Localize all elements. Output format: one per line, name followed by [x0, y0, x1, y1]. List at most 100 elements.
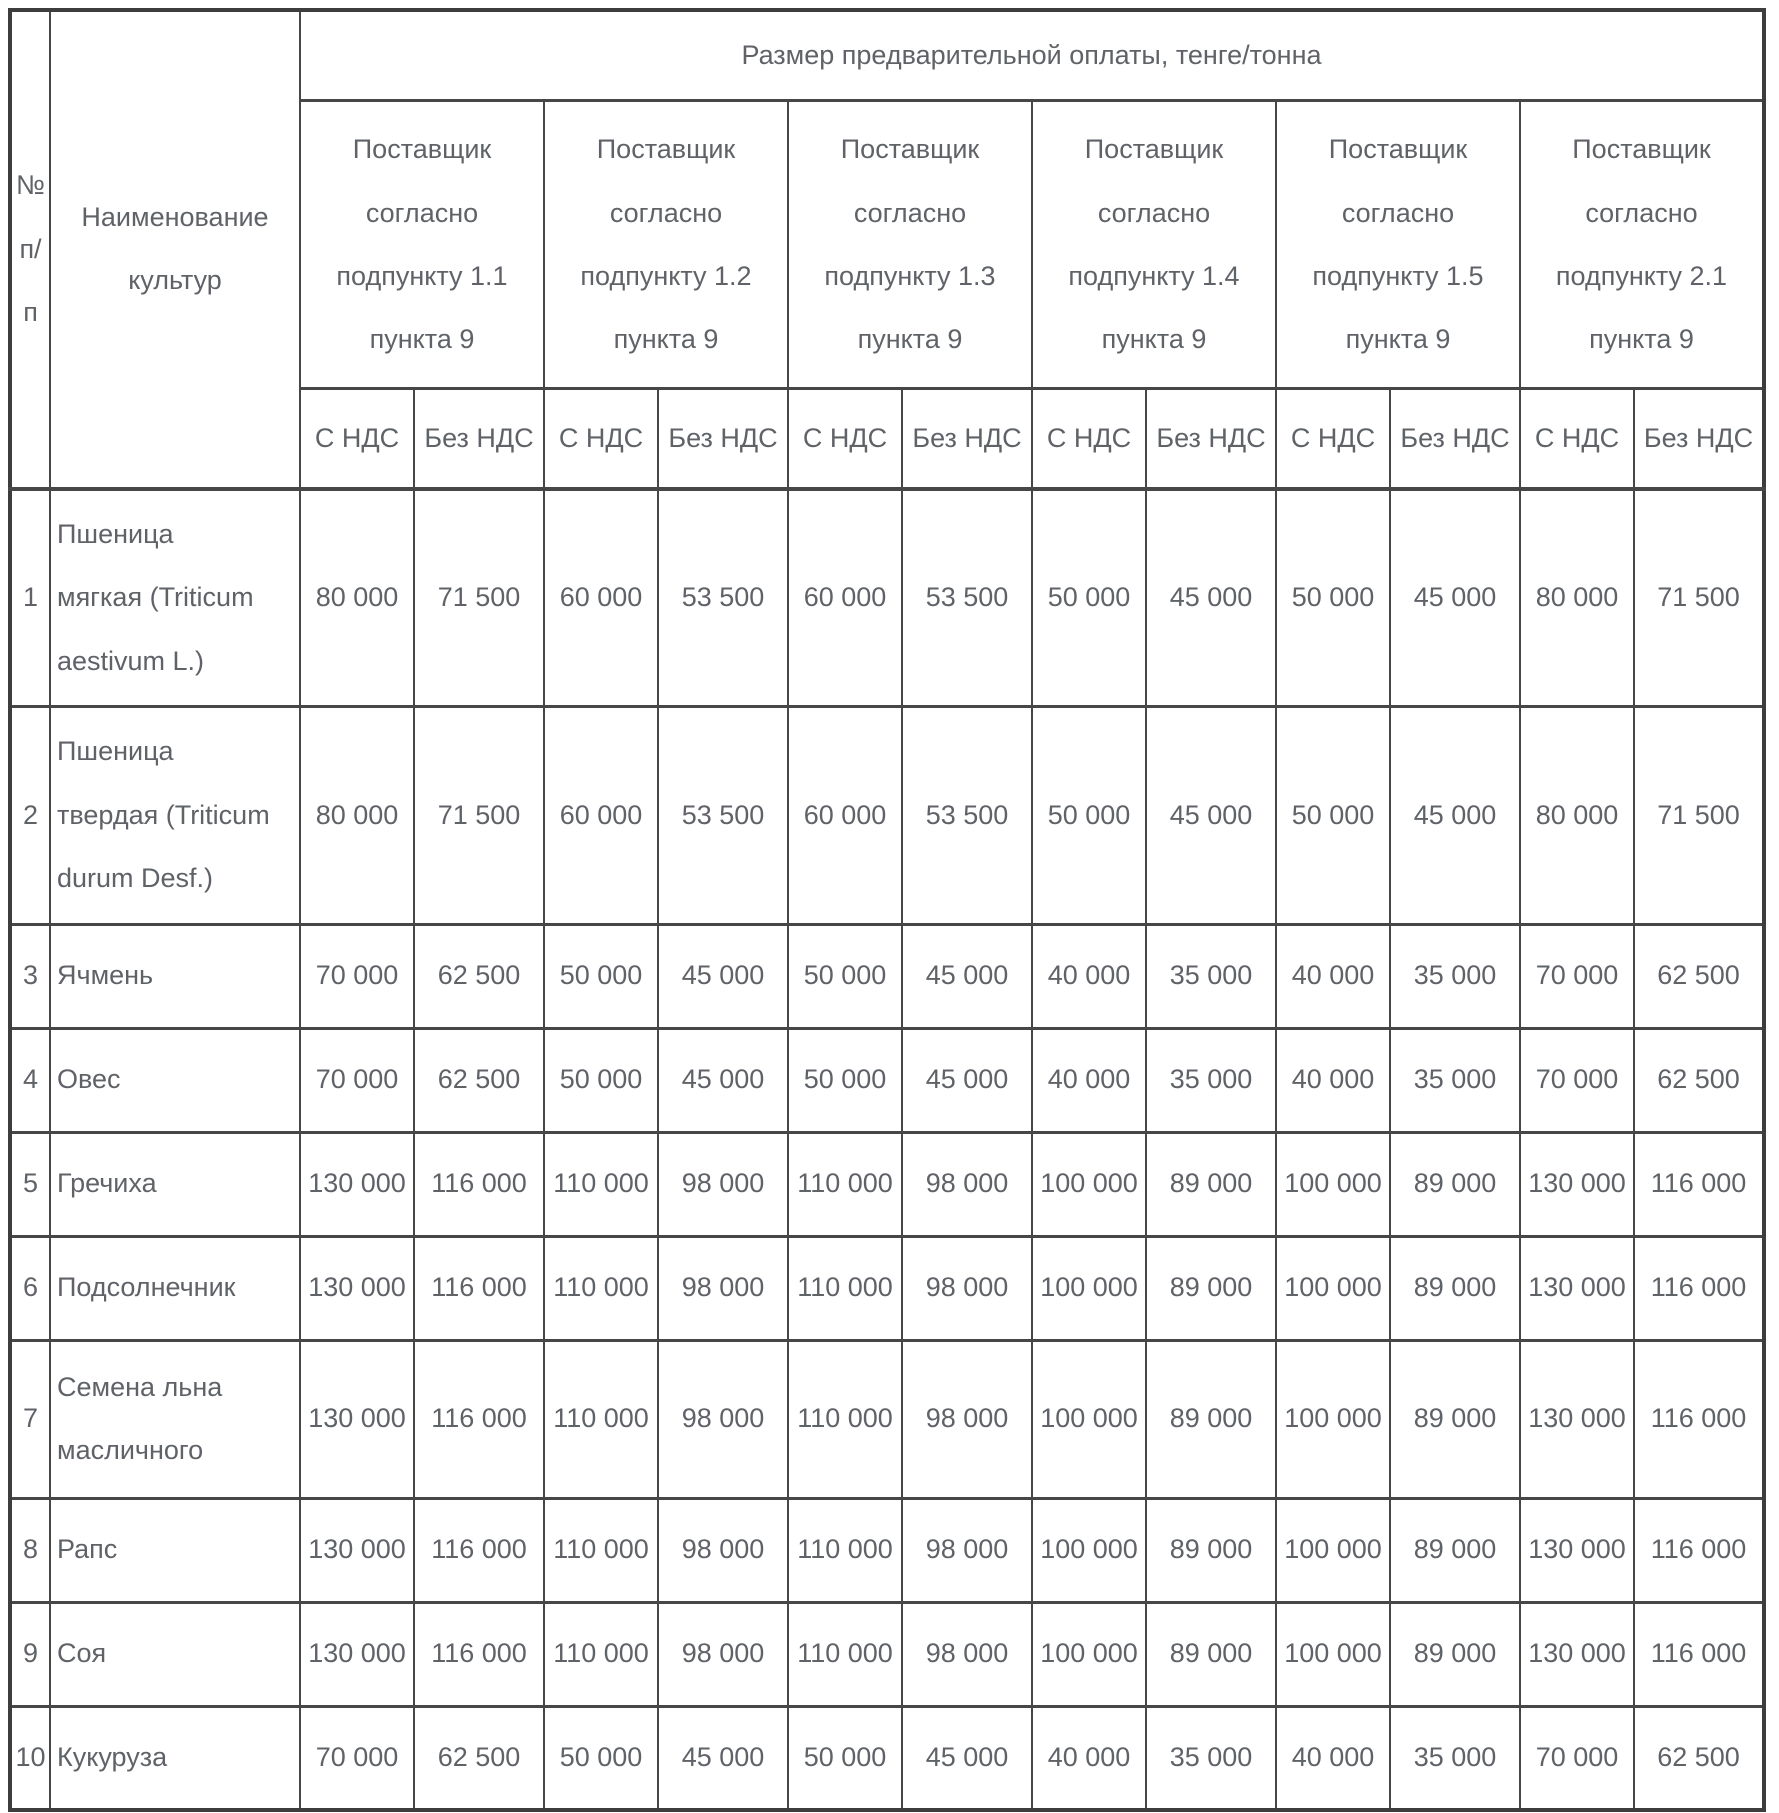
price-cell: 80 000	[1519, 486, 1635, 708]
row-number-cell: 5	[9, 1130, 51, 1238]
price-cell: 100 000	[1275, 1234, 1391, 1342]
vat-header-cell: С НДС	[1275, 387, 1391, 490]
price-cell: 98 000	[657, 1234, 789, 1342]
price-cell: 62 500	[1633, 1704, 1765, 1812]
price-cell: 89 000	[1389, 1130, 1521, 1238]
price-cell: 70 000	[299, 1026, 415, 1134]
price-cell: 116 000	[1633, 1338, 1765, 1500]
price-cell: 89 000	[1145, 1130, 1277, 1238]
row-number-cell: 6	[9, 1234, 51, 1342]
price-cell: 40 000	[1275, 1704, 1391, 1812]
header-row-suppliers: Поставщик согласно подпункту 1.1 пункта …	[10, 99, 1765, 390]
price-cell: 40 000	[1275, 922, 1391, 1030]
price-cell: 50 000	[1031, 486, 1147, 708]
price-cell: 45 000	[657, 1026, 789, 1134]
price-cell: 89 000	[1389, 1600, 1521, 1708]
crop-name-cell: Овес	[49, 1026, 301, 1134]
crop-name-cell: Пшеница мягкая (Triticum aestivum L.)	[49, 486, 301, 708]
price-cell: 100 000	[1031, 1600, 1147, 1708]
price-cell: 110 000	[543, 1496, 659, 1604]
row-number-cell: 4	[9, 1026, 51, 1134]
price-cell: 116 000	[1633, 1130, 1765, 1238]
price-cell: 100 000	[1031, 1130, 1147, 1238]
price-cell: 100 000	[1275, 1600, 1391, 1708]
price-cell: 100 000	[1031, 1496, 1147, 1604]
table-body: 1 Пшеница мягкая (Triticum aestivum L.) 80…	[9, 486, 1765, 1812]
supplier-group-cell: Поставщик согласно подпункту 2.1 пункта …	[1519, 99, 1765, 390]
supplier-group-cell: Поставщик согласно подпункту 1.1 пункта …	[299, 99, 545, 390]
price-cell: 45 000	[657, 922, 789, 1030]
vat-header-cell: С НДС	[1031, 387, 1147, 490]
no-vat-header-cell: Без НДС	[1145, 387, 1277, 490]
price-cell: 62 500	[413, 1704, 545, 1812]
crop-name-cell: Соя	[49, 1600, 301, 1708]
table-row: 4 Овес 70 000 62 500 50 000 45 000 50 000 45 00…	[9, 1026, 1765, 1134]
row-number-cell: 7	[9, 1338, 51, 1500]
price-cell: 53 500	[901, 486, 1033, 708]
price-cell: 70 000	[299, 1704, 415, 1812]
row-number-cell: 2	[9, 705, 51, 926]
price-cell: 71 500	[1633, 486, 1765, 708]
price-cell: 89 000	[1389, 1338, 1521, 1500]
price-cell: 98 000	[657, 1130, 789, 1238]
supplier-group-cell: Поставщик согласно подпункту 1.3 пункта …	[787, 99, 1033, 390]
no-vat-header-cell: Без НДС	[413, 387, 545, 490]
price-cell: 89 000	[1145, 1496, 1277, 1604]
crop-name-cell: Кукуруза	[49, 1704, 301, 1812]
price-cell: 110 000	[787, 1338, 903, 1500]
price-cell: 35 000	[1389, 1026, 1521, 1134]
table-row: 7 Семена льна масличного 130 000 116 000 110…	[9, 1338, 1765, 1500]
price-cell: 130 000	[1519, 1234, 1635, 1342]
price-cell: 53 500	[901, 705, 1033, 926]
crop-name-cell: Ячмень	[49, 922, 301, 1030]
supplier-group-cell: Поставщик согласно подпункту 1.2 пункта …	[543, 99, 789, 390]
price-cell: 116 000	[413, 1338, 545, 1500]
price-cell: 50 000	[787, 922, 903, 1030]
header-num-cell: № п/ п	[9, 9, 51, 490]
table-row: 6 Подсолнечник 130 000 116 000 110 000 98 000…	[9, 1234, 1765, 1342]
price-cell: 35 000	[1145, 1704, 1277, 1812]
price-cell: 98 000	[901, 1496, 1033, 1604]
price-cell: 116 000	[413, 1130, 545, 1238]
price-cell: 50 000	[787, 1026, 903, 1134]
price-cell: 35 000	[1145, 922, 1277, 1030]
crop-name-cell: Семена льна масличного	[49, 1338, 301, 1500]
price-cell: 130 000	[299, 1600, 415, 1708]
no-vat-header-cell: Без НДС	[1389, 387, 1521, 490]
price-cell: 110 000	[543, 1234, 659, 1342]
price-cell: 60 000	[787, 705, 903, 926]
price-cell: 45 000	[1145, 486, 1277, 708]
price-cell: 89 000	[1145, 1338, 1277, 1500]
price-cell: 98 000	[657, 1496, 789, 1604]
vat-header-cell: С НДС	[787, 387, 903, 490]
price-cell: 116 000	[1633, 1600, 1765, 1708]
price-cell: 89 000	[1389, 1234, 1521, 1342]
price-cell: 100 000	[1031, 1234, 1147, 1342]
price-cell: 60 000	[543, 705, 659, 926]
price-cell: 116 000	[1633, 1496, 1765, 1604]
price-cell: 110 000	[787, 1600, 903, 1708]
price-cell: 130 000	[1519, 1496, 1635, 1604]
crop-name-cell: Гречиха	[49, 1130, 301, 1238]
price-cell: 50 000	[543, 922, 659, 1030]
row-number-cell: 8	[9, 1496, 51, 1604]
table-row: 8 Рапс 130 000 116 000 110 000 98 000 110 000 9…	[9, 1496, 1765, 1604]
price-cell: 60 000	[787, 486, 903, 708]
price-cell: 50 000	[543, 1704, 659, 1812]
price-cell: 50 000	[1275, 486, 1391, 708]
price-cell: 89 000	[1145, 1234, 1277, 1342]
table-row: 5 Гречиха 130 000 116 000 110 000 98 000 110 0…	[9, 1130, 1765, 1238]
price-cell: 45 000	[901, 1704, 1033, 1812]
header-row-vat: С НДС Без НДС С НДС Без НДС С НДС Без НД…	[10, 387, 1765, 490]
price-cell: 80 000	[1519, 705, 1635, 926]
price-cell: 35 000	[1145, 1026, 1277, 1134]
price-cell: 70 000	[1519, 1704, 1635, 1812]
price-cell: 50 000	[1275, 705, 1391, 926]
price-cell: 110 000	[543, 1130, 659, 1238]
price-cell: 35 000	[1389, 1704, 1521, 1812]
price-cell: 130 000	[1519, 1338, 1635, 1500]
price-cell: 98 000	[657, 1600, 789, 1708]
row-number-cell: 9	[9, 1600, 51, 1708]
price-cell: 98 000	[901, 1130, 1033, 1238]
price-cell: 40 000	[1031, 1026, 1147, 1134]
